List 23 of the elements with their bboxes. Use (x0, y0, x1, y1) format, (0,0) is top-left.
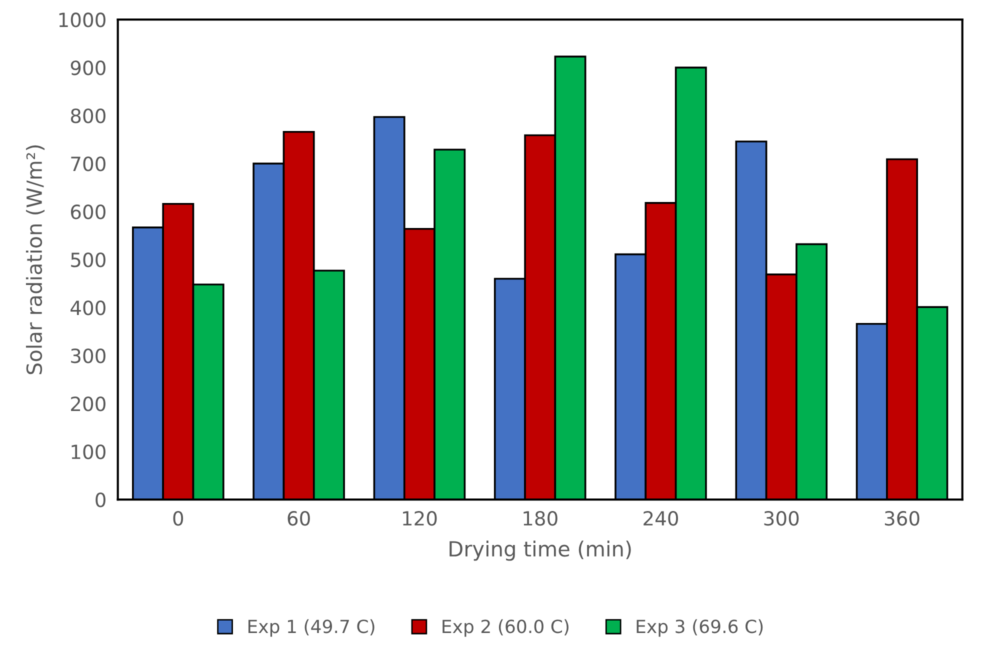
x-tick-label: 240 (644, 511, 678, 526)
y-tick-label: 200 (71, 396, 106, 412)
x-tick-label: 300 (764, 511, 799, 526)
y-tick-label: 100 (72, 444, 106, 460)
y-tick-label: 800 (70, 108, 106, 124)
y-axis-title: Solar radiation (W/m²) (26, 145, 45, 374)
y-tick-label: 300 (71, 348, 106, 364)
y-tick-label: 900 (70, 60, 106, 76)
y-tick-label: 700 (71, 156, 106, 172)
x-tick-label: 180 (524, 511, 558, 526)
x-tick-label: 60 (288, 511, 310, 526)
x-tick-label: 360 (884, 511, 920, 526)
x-axis-title: Drying time (min) (450, 540, 631, 561)
y-tick-label: 1000 (59, 12, 106, 28)
y-tick-label: 0 (96, 492, 106, 508)
x-tick-label: 0 (173, 511, 184, 526)
x-tick-label: 120 (403, 511, 437, 526)
y-tick-label: 600 (70, 204, 106, 220)
legend-label: Exp 2 (60.0 C) (442, 619, 568, 637)
legend-label: Exp 1 (49.7 C) (248, 619, 374, 637)
legend-label: Exp 3 (69.6 C) (636, 619, 763, 637)
y-tick-label: 500 (71, 252, 106, 268)
y-tick-label: 400 (70, 300, 106, 316)
